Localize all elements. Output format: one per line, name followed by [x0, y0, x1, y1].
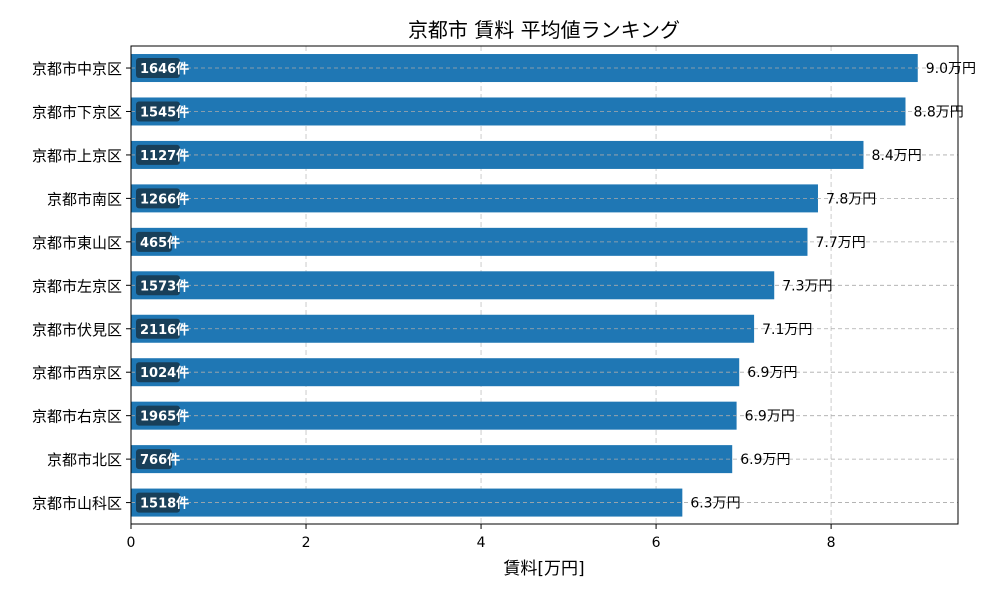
value-label: 7.1万円: [762, 322, 812, 338]
count-label: 1573件: [140, 278, 189, 294]
x-tick-label: 2: [302, 535, 311, 551]
count-badge: [136, 101, 180, 122]
value-label: 6.9万円: [745, 409, 795, 425]
value-label: 8.8万円: [913, 104, 963, 120]
x-tick-label: 4: [477, 535, 486, 551]
value-label: 7.3万円: [782, 278, 832, 294]
value-label: 6.9万円: [747, 365, 797, 381]
value-label: 9.0万円: [926, 61, 976, 77]
count-badge: [136, 144, 180, 165]
count-badge: [136, 275, 180, 296]
y-tick-label: 京都市東山区: [32, 234, 122, 252]
x-tick-label: 0: [127, 535, 136, 551]
x-tick-label: 6: [652, 535, 661, 551]
count-label: 1965件: [140, 409, 189, 425]
y-tick-label: 京都市下京区: [32, 103, 122, 121]
count-badge: [136, 318, 180, 339]
count-badge: [136, 449, 172, 470]
count-badge: [136, 188, 180, 209]
x-axis-label: 賃料[万円]: [503, 559, 584, 579]
chart-title: 京都市 賃料 平均値ランキング: [408, 18, 680, 42]
count-label: 2116件: [140, 322, 189, 338]
y-tick-label: 京都市伏見区: [32, 321, 122, 339]
count-badge: [136, 58, 180, 79]
y-tick-label: 京都市中京区: [32, 60, 122, 78]
value-label: 6.9万円: [740, 452, 790, 468]
y-tick-label: 京都市上京区: [32, 147, 122, 165]
count-badge: [136, 362, 180, 383]
count-label: 1646件: [140, 61, 189, 77]
count-label: 1127件: [140, 148, 189, 164]
count-label: 1545件: [140, 104, 189, 120]
value-label: 7.7万円: [815, 235, 865, 251]
count-badge: [136, 231, 172, 252]
value-label: 6.3万円: [690, 496, 740, 512]
count-label: 1518件: [140, 496, 189, 512]
y-tick-label: 京都市西京区: [32, 364, 122, 382]
count-badge: [136, 492, 180, 513]
y-tick-label: 京都市右京区: [32, 408, 122, 426]
count-label: 1266件: [140, 191, 189, 207]
y-tick-label: 京都市北区: [47, 451, 122, 469]
y-tick-label: 京都市南区: [47, 190, 122, 208]
x-tick-label: 8: [827, 535, 836, 551]
value-label: 7.8万円: [826, 191, 876, 207]
value-label: 8.4万円: [871, 148, 921, 164]
count-label: 1024件: [140, 365, 189, 381]
y-tick-label: 京都市左京区: [32, 277, 122, 295]
y-tick-label: 京都市山科区: [32, 495, 122, 513]
count-label: 766件: [140, 452, 180, 468]
count-label: 465件: [140, 235, 180, 251]
count-badge: [136, 405, 180, 426]
